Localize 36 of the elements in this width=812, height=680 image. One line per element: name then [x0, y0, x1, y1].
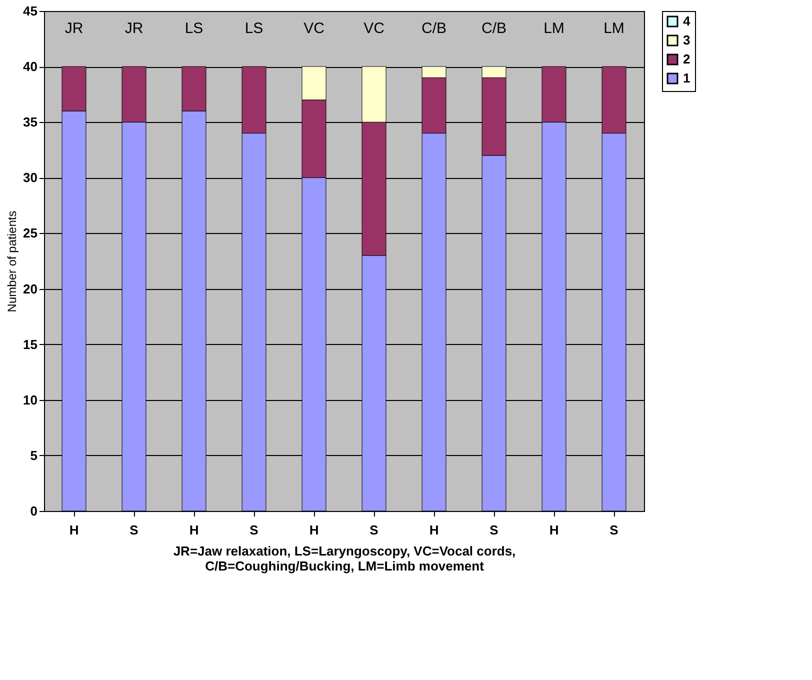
annotation: C/B: [481, 20, 507, 37]
legend-label: 2: [683, 52, 690, 66]
y-tick-label: 10: [23, 392, 38, 408]
x-tick-label: S: [490, 522, 499, 538]
legend-label: 3: [683, 32, 690, 48]
y-tick-label: 0: [30, 504, 38, 518]
annotation: LS: [184, 20, 204, 37]
legend-label: 1: [683, 70, 690, 86]
annotation: C/B: [421, 20, 447, 37]
x-tick-label: H: [429, 522, 439, 538]
annotation: JR: [124, 20, 144, 37]
x-tick-label: S: [130, 522, 139, 538]
legend-label: 4: [683, 14, 691, 28]
annotation: JR: [64, 20, 84, 37]
y-axis-title: Number of patients: [5, 210, 20, 312]
y-tick-label: 30: [23, 170, 38, 186]
x-tick-label: H: [549, 522, 559, 538]
annotation: VC: [304, 20, 325, 37]
annotation: LM: [604, 20, 624, 37]
x-tick-label: S: [250, 522, 259, 538]
x-tick-label: H: [69, 522, 79, 538]
y-tick-label: 35: [23, 114, 38, 130]
x-tick-label: S: [370, 522, 379, 538]
annotation: LS: [244, 20, 264, 37]
annotation: VC: [364, 20, 385, 37]
x-axis-title: JR=Jaw relaxation, LS=Laryngoscopy, VC=Vocal cords, C/B=Coughing/Bucking, LM=Limb movement: [173, 544, 516, 574]
y-tick-label: 45: [23, 4, 38, 18]
y-tick-label: 20: [23, 281, 38, 296]
x-tick-label: H: [309, 522, 319, 538]
y-tick-label: 40: [23, 59, 38, 74]
x-tick-label: H: [189, 522, 199, 538]
y-tick-label: 5: [30, 448, 38, 463]
y-tick-label: 15: [23, 336, 38, 352]
annotation: LM: [544, 20, 564, 37]
y-tick-label: 25: [23, 226, 38, 241]
x-tick-label: S: [610, 522, 619, 538]
